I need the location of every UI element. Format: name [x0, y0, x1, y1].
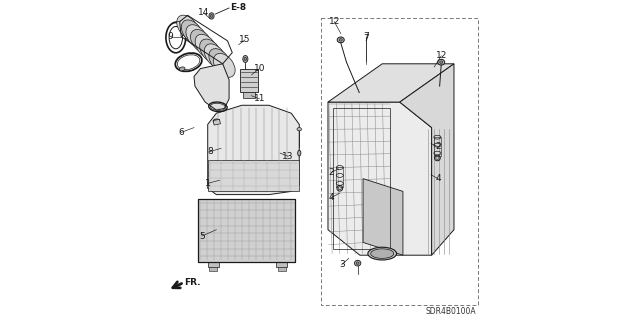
Text: 5: 5: [199, 232, 205, 241]
Ellipse shape: [355, 260, 361, 266]
Text: E-8: E-8: [230, 3, 246, 11]
Bar: [198, 199, 296, 262]
Text: 14: 14: [198, 8, 209, 17]
Text: 12: 12: [436, 51, 447, 60]
Ellipse shape: [438, 59, 445, 65]
Ellipse shape: [356, 262, 359, 264]
Text: 3: 3: [339, 260, 344, 269]
Text: 8: 8: [207, 147, 213, 156]
Text: FR.: FR.: [184, 278, 201, 287]
Bar: [209, 267, 218, 271]
Text: 13: 13: [282, 152, 294, 161]
Ellipse shape: [440, 61, 443, 63]
Bar: [208, 262, 219, 267]
Bar: [321, 18, 478, 305]
Ellipse shape: [436, 156, 439, 160]
Ellipse shape: [209, 48, 230, 73]
Ellipse shape: [179, 67, 185, 71]
Ellipse shape: [213, 119, 220, 123]
Text: 4: 4: [435, 174, 441, 183]
Ellipse shape: [186, 25, 207, 49]
Ellipse shape: [371, 249, 394, 258]
Polygon shape: [208, 105, 300, 195]
Polygon shape: [363, 179, 403, 255]
Ellipse shape: [200, 39, 221, 63]
Ellipse shape: [191, 29, 212, 54]
Text: 1: 1: [205, 179, 211, 188]
Polygon shape: [208, 160, 300, 191]
Ellipse shape: [368, 247, 397, 260]
Ellipse shape: [209, 13, 214, 19]
Bar: [434, 137, 441, 156]
Ellipse shape: [297, 128, 301, 131]
Ellipse shape: [243, 56, 248, 63]
Text: 9: 9: [168, 32, 173, 41]
Ellipse shape: [177, 15, 198, 39]
Ellipse shape: [214, 53, 235, 78]
Polygon shape: [400, 64, 454, 255]
Ellipse shape: [181, 20, 203, 44]
Ellipse shape: [298, 150, 301, 156]
Text: 10: 10: [253, 64, 265, 73]
Polygon shape: [243, 92, 255, 98]
Ellipse shape: [204, 44, 226, 68]
Ellipse shape: [211, 14, 213, 18]
Text: 6: 6: [179, 128, 184, 137]
Text: 7: 7: [364, 32, 369, 41]
Text: 12: 12: [329, 17, 340, 26]
Bar: [276, 262, 287, 267]
Polygon shape: [239, 69, 258, 92]
Bar: [336, 167, 343, 187]
Ellipse shape: [339, 39, 342, 41]
Text: 2: 2: [435, 142, 441, 151]
Text: 7: 7: [364, 34, 369, 43]
Bar: [278, 267, 286, 271]
Polygon shape: [194, 64, 229, 110]
Text: 4: 4: [328, 193, 334, 202]
Text: 2: 2: [328, 168, 334, 177]
Text: 11: 11: [253, 94, 265, 103]
Ellipse shape: [337, 37, 344, 43]
Polygon shape: [328, 64, 454, 102]
Ellipse shape: [244, 57, 246, 61]
Polygon shape: [213, 119, 220, 125]
Ellipse shape: [195, 34, 217, 58]
Bar: [198, 199, 296, 262]
Text: SDR4B0100A: SDR4B0100A: [425, 307, 476, 316]
Text: 15: 15: [239, 35, 251, 44]
Ellipse shape: [338, 187, 341, 190]
Polygon shape: [328, 102, 431, 255]
